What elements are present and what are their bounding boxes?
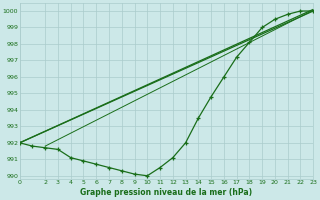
X-axis label: Graphe pression niveau de la mer (hPa): Graphe pression niveau de la mer (hPa) [80, 188, 252, 197]
